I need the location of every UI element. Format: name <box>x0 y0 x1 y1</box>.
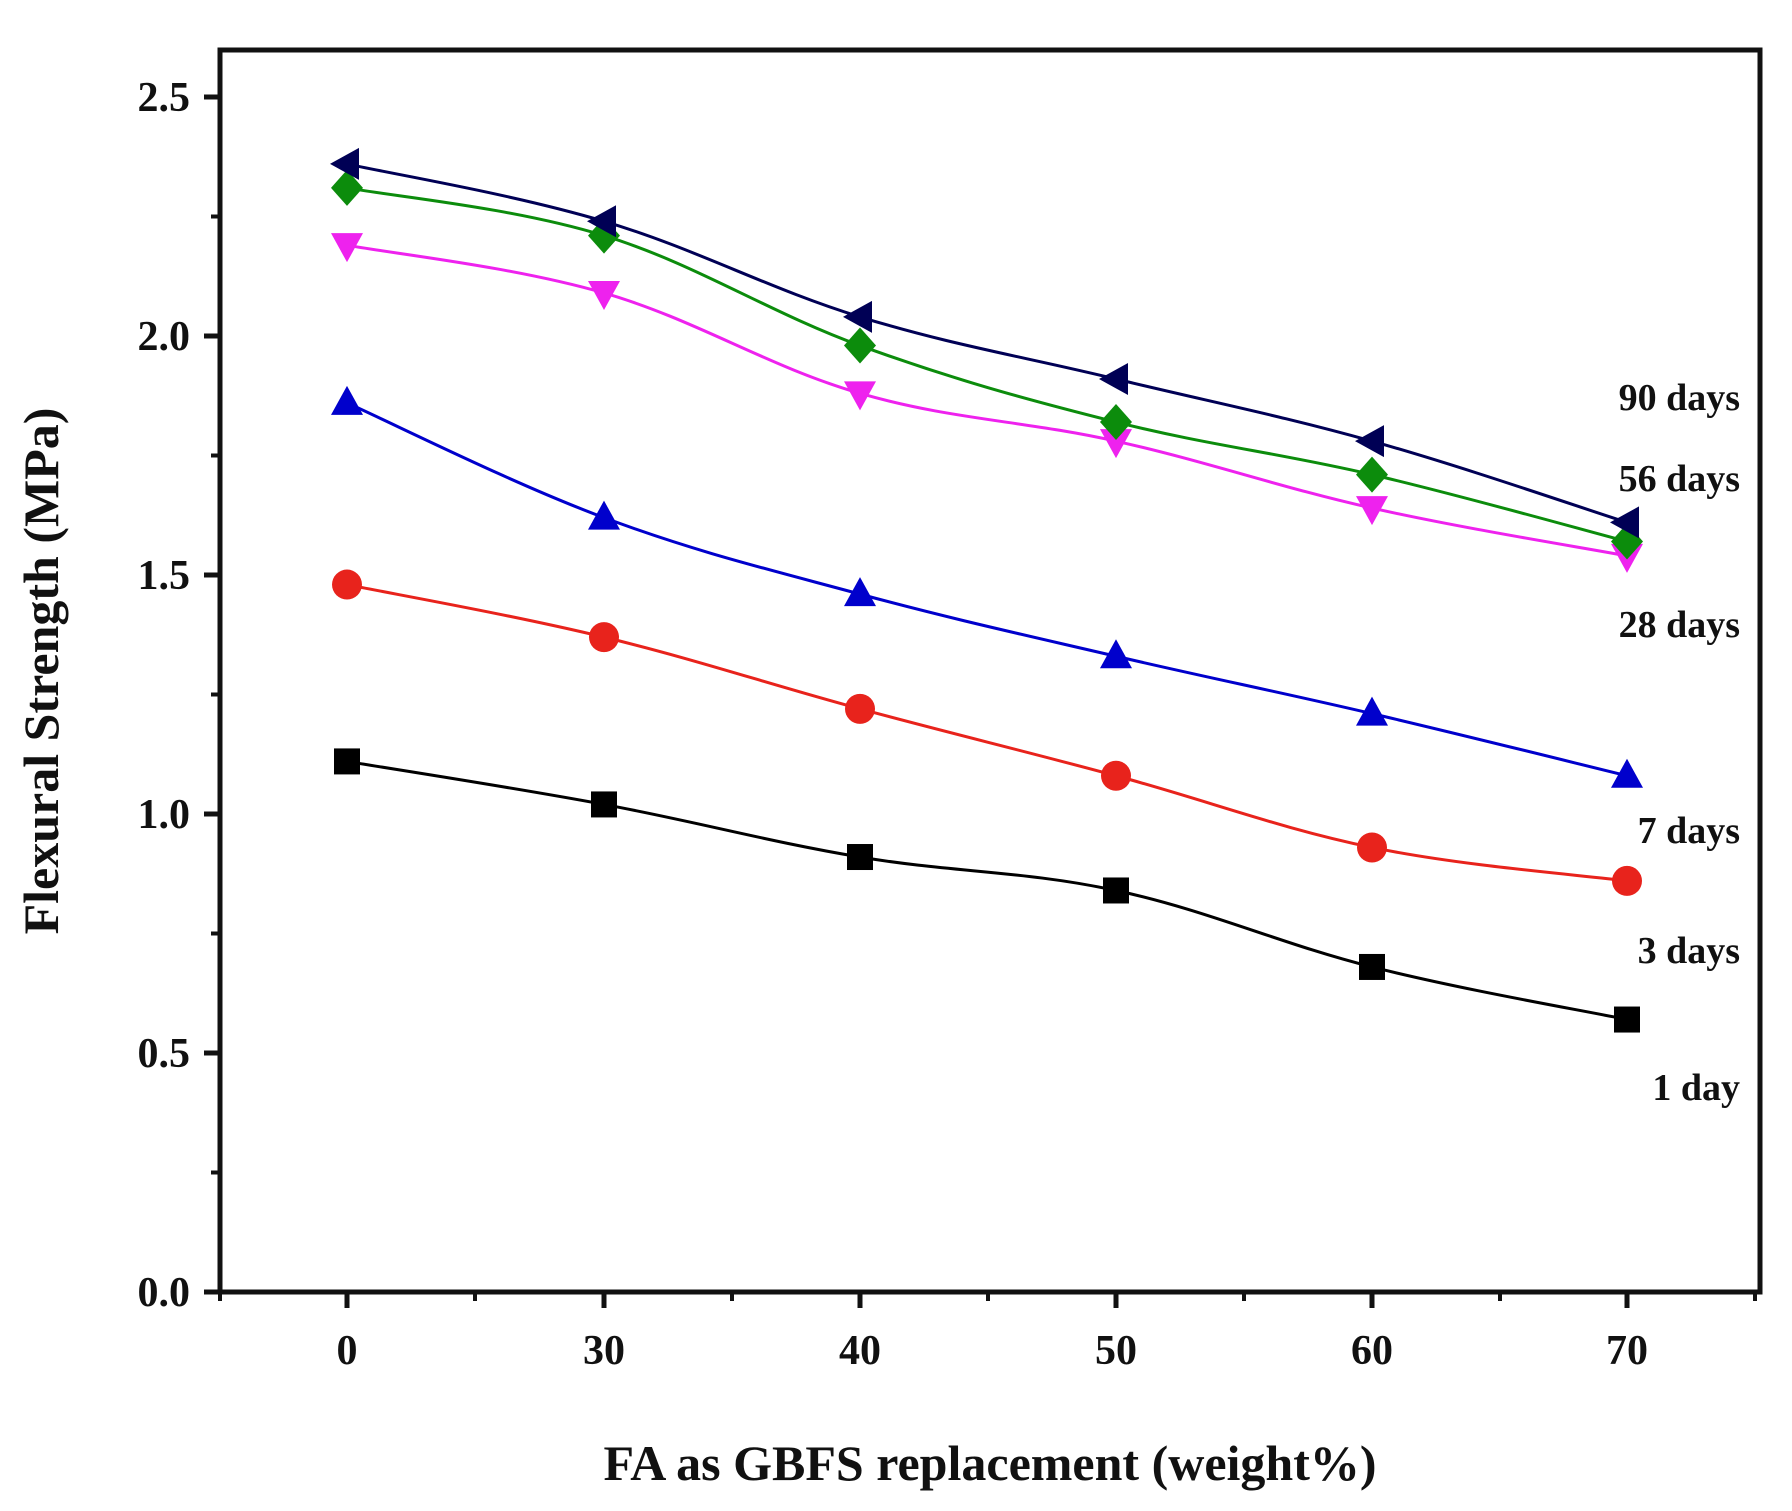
series-label-90-days: 90 days <box>1619 377 1740 419</box>
data-point-90-days <box>1355 425 1384 458</box>
data-point-90-days <box>587 205 616 238</box>
series-line-1-day <box>346 759 1628 1022</box>
data-point-56-days <box>844 327 876 364</box>
data-point-90-days <box>1099 363 1128 396</box>
data-point-28-days <box>844 381 876 411</box>
series-label-56-days: 56 days <box>1619 458 1740 500</box>
plot-frame <box>217 47 1763 1295</box>
x-tick-label: 0 <box>337 1328 358 1374</box>
y-tick-label: 0.0 <box>138 1270 191 1316</box>
data-point-7-days <box>331 385 363 415</box>
data-point-90-days <box>1610 506 1639 539</box>
data-point-56-days <box>1356 456 1388 493</box>
data-point-3-days <box>1612 865 1642 896</box>
x-tick-label: 30 <box>583 1328 625 1374</box>
data-point-7-days <box>1100 639 1132 669</box>
series-label-3-days: 3 days <box>1638 930 1740 972</box>
x-tick-label: 40 <box>839 1328 881 1374</box>
data-point-56-days <box>1100 404 1132 441</box>
series-line-56-days <box>346 186 1628 543</box>
data-point-28-days <box>1100 429 1132 459</box>
y-tick-label: 2.5 <box>138 75 191 121</box>
data-point-28-days <box>1356 496 1388 526</box>
data-point-3-days <box>1101 760 1131 791</box>
data-point-1-day <box>1359 953 1385 980</box>
data-point-1-day <box>334 748 360 775</box>
series-90-days <box>330 147 1639 539</box>
series-line-28-days <box>346 243 1628 558</box>
data-point-56-days <box>331 169 363 206</box>
y-tick-label: 1.5 <box>138 553 191 599</box>
data-point-1-day <box>1103 877 1129 904</box>
series-label-7-days: 7 days <box>1638 810 1740 852</box>
x-axis-title: FA as GBFS replacement (weight%) <box>603 1435 1376 1491</box>
data-point-90-days <box>843 300 872 333</box>
series-28-days <box>331 233 1643 573</box>
series-7-days <box>331 385 1643 788</box>
data-point-3-days <box>1357 832 1387 863</box>
data-point-7-days <box>588 500 620 530</box>
x-tick-label: 70 <box>1606 1328 1648 1374</box>
series-label-1-day: 1 day <box>1652 1067 1740 1109</box>
series-3-days <box>332 569 1642 896</box>
data-point-7-days <box>1356 696 1388 726</box>
y-tick-label: 0.5 <box>138 1031 191 1077</box>
y-tick-label: 1.0 <box>138 792 191 838</box>
data-point-28-days <box>588 280 620 310</box>
data-point-7-days <box>1611 758 1643 788</box>
data-point-7-days <box>844 577 876 607</box>
series-label-28-days: 28 days <box>1619 604 1740 646</box>
data-point-3-days <box>332 569 362 600</box>
series-1-day <box>334 748 1640 1033</box>
series-line-7-days <box>346 401 1628 778</box>
x-tick-label: 60 <box>1351 1328 1393 1374</box>
series-line-3-days <box>346 583 1628 883</box>
data-point-1-day <box>847 844 873 871</box>
data-point-1-day <box>591 791 617 818</box>
series-line-90-days <box>346 162 1628 524</box>
data-point-90-days <box>330 147 359 180</box>
data-point-3-days <box>845 693 875 724</box>
data-point-3-days <box>589 622 619 653</box>
x-tick-label: 50 <box>1095 1328 1137 1374</box>
data-point-1-day <box>1614 1006 1640 1033</box>
y-tick-label: 2.0 <box>138 314 191 360</box>
data-point-28-days <box>331 233 363 263</box>
y-axis-title: Flexural Strength (MPa) <box>13 408 69 935</box>
series-56-days <box>331 169 1643 560</box>
